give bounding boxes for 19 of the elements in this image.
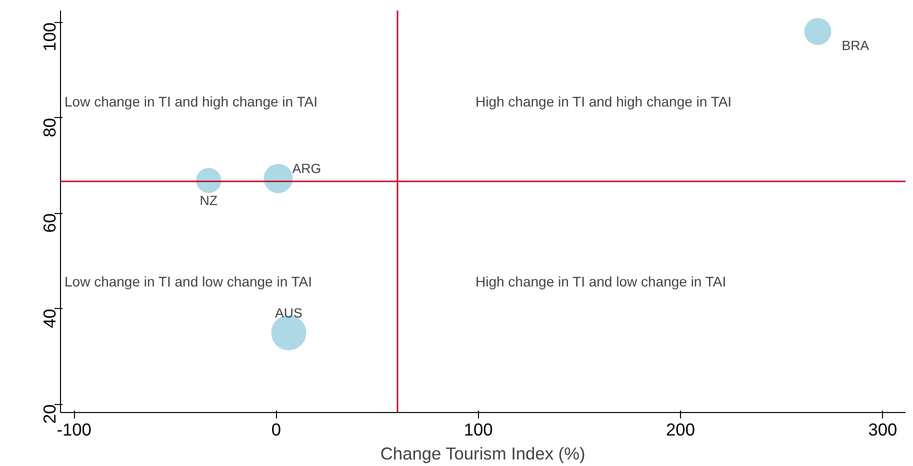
annotation: High change in TI and high change in TAI [475, 93, 732, 110]
y-tick-label: 20 [40, 404, 60, 424]
y-tick-label: 80 [40, 118, 60, 138]
x-axis-title: Change Tourism Index (%) [380, 444, 586, 464]
series-label: NZ [200, 192, 218, 208]
annotation: Low change in TI and high change in TAI [64, 93, 318, 110]
x-tick-label: 300 [868, 420, 898, 440]
annotation: Low change in TI and low change in TAI [64, 273, 312, 290]
x-tick-label: 100 [464, 420, 493, 440]
series-label: ARG [292, 161, 322, 176]
x-tick-label: 0 [271, 420, 282, 440]
series-label: BRA [842, 38, 870, 54]
x-tick-label: 200 [666, 420, 695, 440]
annotation: High change in TI and low change in TAI [475, 273, 726, 290]
y-tick-label: 60 [40, 213, 60, 233]
series-label: AUS [275, 305, 303, 320]
y-tick-label: 100 [40, 22, 60, 52]
y-tick-label: 40 [40, 308, 60, 328]
x-tick-label: -100 [56, 420, 92, 440]
